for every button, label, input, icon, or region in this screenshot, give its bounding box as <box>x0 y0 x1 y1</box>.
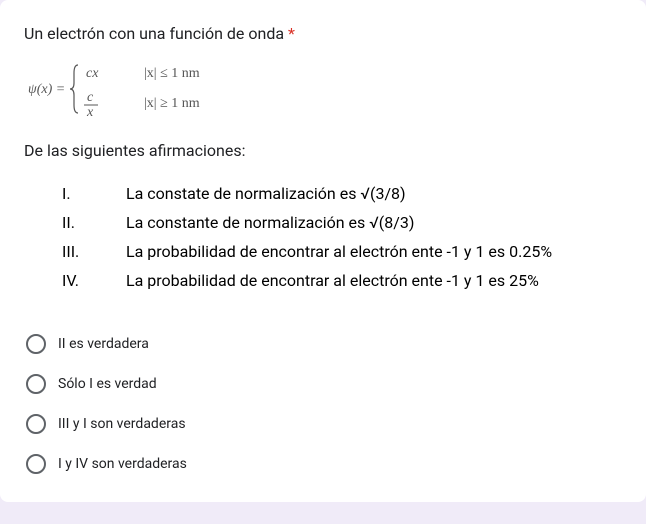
statement-text: La probabilidad de encontrar al electrón… <box>126 238 552 265</box>
statements-list: I. La constate de normalización es √(3/8… <box>60 178 554 296</box>
eq-case2-numer: c <box>87 90 94 105</box>
statement-num: II. <box>62 209 124 236</box>
statement-num: IV. <box>62 267 124 294</box>
equation-svg: ψ(x) = cx |x| ≤ 1 nm c x |x| ≥ 1 nm <box>28 61 288 117</box>
options-group: II es verdadera Sólo I es verdad III y I… <box>26 324 622 484</box>
eq-case2-denom: x <box>86 105 94 117</box>
option-3[interactable]: III y I son verdaderas <box>26 404 622 444</box>
statement-text: La probabilidad de encontrar al electrón… <box>126 267 552 294</box>
eq-case2-cond: |x| ≥ 1 nm <box>144 96 200 111</box>
option-label: Sólo I es verdad <box>58 376 157 392</box>
statement-row: IV. La probabilidad de encontrar al elec… <box>62 267 552 294</box>
statement-row: I. La constate de normalización es √(3/8… <box>62 180 552 207</box>
option-label: III y I son verdaderas <box>58 416 186 432</box>
question-title-text: Un electrón con una función de onda <box>24 24 284 43</box>
statement-row: II. La constante de normalización es √(8… <box>62 209 552 236</box>
required-asterisk: * <box>288 24 295 43</box>
statement-num: I. <box>62 180 124 207</box>
radio-icon <box>26 374 46 394</box>
radio-icon <box>26 334 46 354</box>
eq-case1-expr: cx <box>86 66 99 81</box>
option-2[interactable]: Sólo I es verdad <box>26 364 622 404</box>
statements-heading: De las siguientes afirmaciones: <box>24 141 622 160</box>
statement-row: III. La probabilidad de encontrar al ele… <box>62 238 552 265</box>
option-label: II es verdadera <box>58 336 149 352</box>
question-title: Un electrón con una función de onda * <box>24 24 622 43</box>
statement-text: La constante de normalización es √(8/3) <box>126 209 552 236</box>
option-1[interactable]: II es verdadera <box>26 324 622 364</box>
eq-lhs: ψ(x) = <box>28 82 65 97</box>
option-label: I y IV son verdaderas <box>58 456 187 472</box>
radio-icon <box>26 414 46 434</box>
question-card: Un electrón con una función de onda * ψ(… <box>0 0 646 502</box>
statement-text: La constate de normalización es √(3/8) <box>126 180 552 207</box>
option-4[interactable]: I y IV son verdaderas <box>26 444 622 484</box>
radio-icon <box>26 454 46 474</box>
statement-num: III. <box>62 238 124 265</box>
eq-case1-cond: |x| ≤ 1 nm <box>144 66 200 81</box>
wavefunction-equation: ψ(x) = cx |x| ≤ 1 nm c x |x| ≥ 1 nm <box>28 61 622 117</box>
